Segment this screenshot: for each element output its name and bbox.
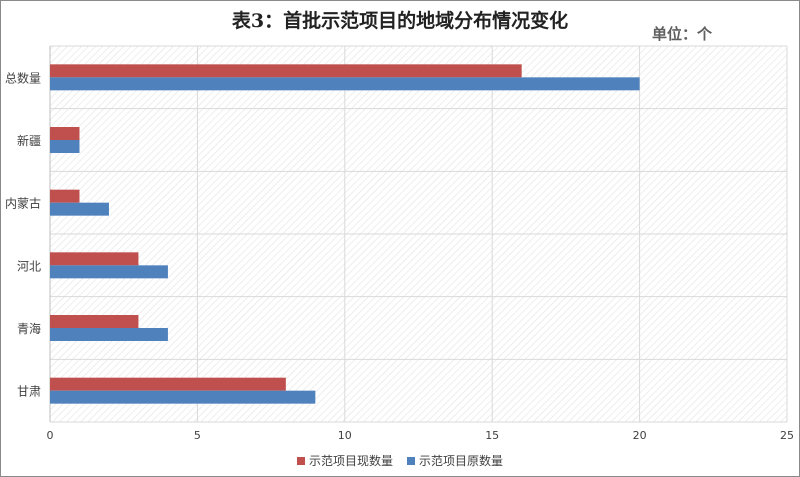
- y-category-label: 内蒙古: [5, 196, 41, 211]
- bar-original: [50, 77, 640, 91]
- bar-original: [50, 265, 168, 279]
- x-tick-label: 15: [485, 429, 499, 442]
- y-category-label: 河北: [17, 259, 41, 273]
- legend-label: 示范项目现数量: [308, 454, 393, 468]
- legend: 示范项目现数量 示范项目原数量: [0, 452, 800, 469]
- y-category-label: 总数量: [5, 70, 41, 85]
- legend-swatch: [407, 456, 415, 465]
- bar-current: [50, 252, 139, 266]
- bar-original: [50, 390, 316, 404]
- x-tick-label: 10: [338, 429, 352, 442]
- chart-title: 表3：首批示范项目的地域分布情况变化: [231, 10, 569, 32]
- bar-current: [50, 315, 139, 328]
- x-tick-label: 5: [194, 429, 201, 442]
- y-category-label: 甘肃: [17, 385, 41, 399]
- bar-original: [50, 140, 80, 153]
- x-tick-label: 25: [780, 429, 794, 442]
- y-category-label: 青海: [17, 321, 41, 336]
- x-tick-label: 0: [47, 429, 54, 442]
- legend-label: 示范项目原数量: [419, 454, 504, 468]
- unit-label: 单位：个: [652, 25, 713, 43]
- x-tick-label: 20: [633, 429, 647, 442]
- bar-current: [50, 64, 522, 78]
- bar-original: [50, 328, 168, 341]
- bar-current: [50, 189, 80, 203]
- legend-item: 示范项目原数量: [407, 452, 503, 469]
- legend-item: 示范项目现数量: [296, 452, 393, 469]
- bar-current: [50, 127, 80, 140]
- legend-swatch: [296, 456, 305, 465]
- bar-original: [50, 202, 109, 216]
- bar-current: [50, 377, 286, 391]
- y-category-label: 新疆: [17, 133, 41, 148]
